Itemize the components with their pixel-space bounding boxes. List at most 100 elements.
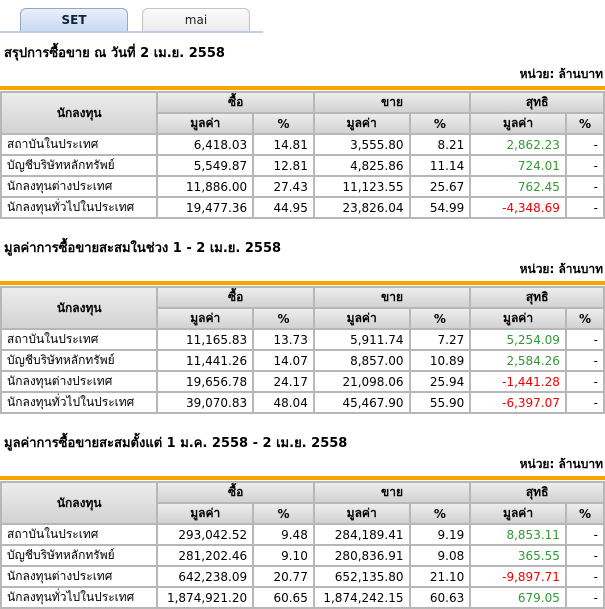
cell-buy-value: 642,238.09	[158, 567, 253, 586]
daily-summary-section: สรุปการซื้อขาย ณ วันที่ 2 เม.ย. 2558 หน่…	[0, 37, 605, 219]
table-row: นักลงทุนทั่วไปในประเทศ 39,070.83 48.04 45,4…	[2, 393, 603, 412]
cell-net-pct: -	[566, 156, 603, 175]
cell-net-pct: -	[566, 177, 603, 196]
cell-buy-pct: 20.77	[254, 567, 313, 586]
header-sell: ขาย	[314, 483, 470, 502]
header-buy-pct: %	[254, 114, 313, 133]
cell-sell-value: 8,857.00	[314, 351, 409, 370]
cell-net-pct: -	[566, 198, 603, 217]
section-title: สรุปการซื้อขาย ณ วันที่ 2 เม.ย. 2558	[4, 46, 225, 61]
cell-buy-pct: 13.73	[254, 330, 313, 349]
cell-net-value: 8,853.11	[471, 525, 565, 544]
cell-buy-value: 5,549.87	[158, 156, 253, 175]
table-row: นักลงทุนต่างประเทศ 19,656.78 24.17 21,098.0…	[2, 372, 603, 391]
cell-buy-value: 1,874,921.20	[158, 588, 253, 607]
ytd-summary-section: มูลค่าการซื้อขายสะสมตั้งแต่ 1 ม.ค. 2558 …	[0, 427, 605, 609]
header-net-value: มูลค่า	[471, 114, 565, 133]
cell-investor: นักลงทุนทั่วไปในประเทศ	[2, 393, 157, 412]
header-buy: ซื้อ	[158, 483, 313, 502]
cell-buy-value: 293,042.52	[158, 525, 253, 544]
cell-net-pct: -	[566, 330, 603, 349]
table-row: นักลงทุนทั่วไปในประเทศ 1,874,921.20 60.65 1…	[2, 588, 603, 607]
cell-net-value: 2,584.26	[471, 351, 565, 370]
header-buy: ซื้อ	[158, 93, 313, 112]
cell-net-pct: -	[566, 393, 603, 412]
header-sell-value: มูลค่า	[314, 114, 409, 133]
cell-investor: นักลงทุนทั่วไปในประเทศ	[2, 198, 157, 217]
cell-sell-pct: 54.99	[410, 198, 470, 217]
cell-sell-pct: 55.90	[410, 393, 470, 412]
table-row: นักลงทุนต่างประเทศ 11,886.00 27.43 11,123.5…	[2, 177, 603, 196]
table-row: สถาบันในประเทศ 11,165.83 13.73 5,911.74 7.27…	[2, 330, 603, 349]
header-sell-pct: %	[410, 114, 470, 133]
cell-buy-value: 19,477.36	[158, 198, 253, 217]
cell-sell-value: 284,189.41	[314, 525, 409, 544]
header-investor: นักลงทุน	[2, 483, 157, 523]
cell-net-pct: -	[566, 135, 603, 154]
header-sell-value: มูลค่า	[314, 309, 409, 328]
table-row: นักลงทุนทั่วไปในประเทศ 19,477.36 44.95 23,8…	[2, 198, 603, 217]
cell-net-value: 2,862.23	[471, 135, 565, 154]
cell-investor: นักลงทุนทั่วไปในประเทศ	[2, 588, 157, 607]
header-sell: ขาย	[314, 93, 470, 112]
unit-label: หน่วย: ล้านบาท	[519, 457, 603, 471]
cell-investor: บัญชีบริษัทหลักทรัพย์	[2, 351, 157, 370]
table-row: สถาบันในประเทศ 6,418.03 14.81 3,555.80 8.21 2…	[2, 135, 603, 154]
cell-buy-pct: 60.65	[254, 588, 313, 607]
cell-investor: นักลงทุนต่างประเทศ	[2, 177, 157, 196]
header-net-pct: %	[566, 309, 603, 328]
cell-sell-value: 652,135.80	[314, 567, 409, 586]
cell-net-value: 724.01	[471, 156, 565, 175]
table-row: บัญชีบริษัทหลักทรัพย์ 5,549.87 12.81 4,825.…	[2, 156, 603, 175]
cell-buy-value: 11,886.00	[158, 177, 253, 196]
cell-buy-pct: 9.48	[254, 525, 313, 544]
cell-net-pct: -	[566, 525, 603, 544]
tab-set[interactable]: SET	[20, 8, 128, 31]
accent-bar	[0, 281, 605, 285]
header-buy-value: มูลค่า	[158, 309, 253, 328]
header-sell-pct: %	[410, 309, 470, 328]
cell-investor: นักลงทุนต่างประเทศ	[2, 372, 157, 391]
cell-sell-value: 4,825.86	[314, 156, 409, 175]
cell-sell-value: 21,098.06	[314, 372, 409, 391]
cell-investor: สถาบันในประเทศ	[2, 135, 157, 154]
cell-investor: นักลงทุนต่างประเทศ	[2, 567, 157, 586]
cell-buy-pct: 14.81	[254, 135, 313, 154]
cell-net-pct: -	[566, 372, 603, 391]
accent-bar	[0, 476, 605, 480]
cell-buy-value: 39,070.83	[158, 393, 253, 412]
cell-sell-value: 11,123.55	[314, 177, 409, 196]
cell-buy-pct: 24.17	[254, 372, 313, 391]
cell-sell-value: 1,874,242.15	[314, 588, 409, 607]
cell-buy-pct: 27.43	[254, 177, 313, 196]
cell-sell-pct: 10.89	[410, 351, 470, 370]
section-title: มูลค่าการซื้อขายสะสมตั้งแต่ 1 ม.ค. 2558 …	[4, 436, 348, 451]
section-title: มูลค่าการซื้อขายสะสมในช่วง 1 - 2 เม.ย. 2…	[4, 241, 282, 256]
cell-investor: สถาบันในประเทศ	[2, 525, 157, 544]
cell-sell-value: 23,826.04	[314, 198, 409, 217]
header-net: สุทธิ	[471, 288, 603, 307]
cell-buy-pct: 44.95	[254, 198, 313, 217]
unit-label: หน่วย: ล้านบาท	[519, 262, 603, 276]
cell-buy-value: 11,441.26	[158, 351, 253, 370]
cell-sell-pct: 11.14	[410, 156, 470, 175]
header-sell-value: มูลค่า	[314, 504, 409, 523]
header-net: สุทธิ	[471, 93, 603, 112]
cell-buy-value: 6,418.03	[158, 135, 253, 154]
period-summary-table: นักลงทุน ซื้อ ขาย สุทธิ มูลค่า % มูลค่า …	[0, 286, 605, 414]
cell-sell-pct: 7.27	[410, 330, 470, 349]
table-row: นักลงทุนต่างประเทศ 642,238.09 20.77 652,135…	[2, 567, 603, 586]
cell-net-pct: -	[566, 567, 603, 586]
header-buy-value: มูลค่า	[158, 504, 253, 523]
header-net-pct: %	[566, 504, 603, 523]
cell-net-value: -9,897.71	[471, 567, 565, 586]
cell-net-value: 762.45	[471, 177, 565, 196]
period-summary-section: มูลค่าการซื้อขายสะสมในช่วง 1 - 2 เม.ย. 2…	[0, 232, 605, 414]
cell-sell-pct: 9.19	[410, 525, 470, 544]
cell-sell-pct: 25.67	[410, 177, 470, 196]
ytd-summary-table: นักลงทุน ซื้อ ขาย สุทธิ มูลค่า % มูลค่า …	[0, 481, 605, 609]
cell-net-value: 679.05	[471, 588, 565, 607]
header-buy-value: มูลค่า	[158, 114, 253, 133]
tab-mai[interactable]: mai	[142, 8, 250, 31]
cell-net-value: -4,348.69	[471, 198, 565, 217]
